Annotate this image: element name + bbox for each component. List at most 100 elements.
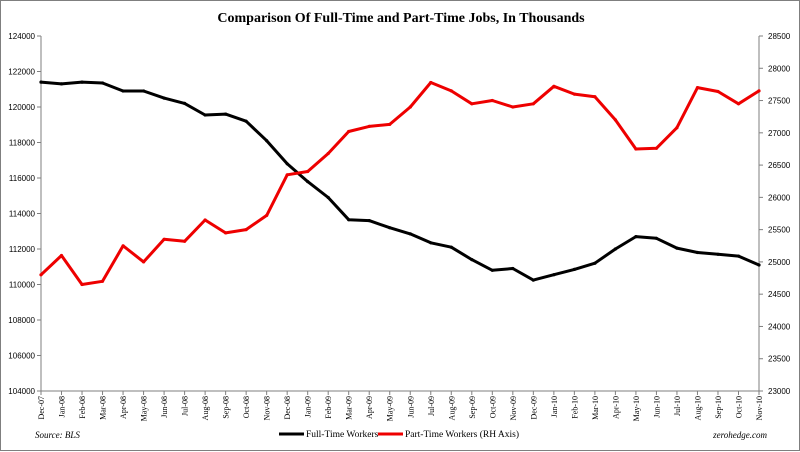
x-tick-label: Jul-10: [673, 396, 682, 416]
y-left-tick-label: 108000: [8, 316, 35, 325]
x-tick-label: Jun-10: [652, 396, 661, 418]
x-tick-label: Mar-08: [99, 396, 108, 420]
x-tick-label: May-10: [632, 396, 641, 421]
source-note: Source: BLS: [35, 430, 80, 440]
y-left-tick-label: 104000: [8, 387, 35, 396]
data-point-part-time: [162, 237, 166, 241]
x-tick-label: May-09: [386, 396, 395, 421]
data-point-part-time: [347, 129, 351, 134]
watermark: zerohedge.com: [712, 430, 767, 440]
data-point-part-time: [408, 105, 412, 109]
x-tick-label: Feb-10: [570, 396, 579, 419]
data-point-full-time: [552, 273, 556, 277]
x-tick-label: Oct-10: [734, 396, 743, 418]
x-tick-label: Jun-09: [406, 396, 415, 418]
x-tick-label: Feb-09: [324, 396, 333, 419]
data-point-full-time: [326, 195, 330, 200]
y-right-tick-label: 25500: [768, 226, 791, 235]
series-line-part-time: [39, 81, 761, 286]
y-right-tick-label: 23000: [768, 387, 791, 396]
x-tick-label: Oct-09: [488, 396, 497, 418]
data-point-part-time: [265, 213, 269, 217]
data-point-full-time: [183, 101, 187, 105]
data-point-part-time: [572, 92, 577, 96]
x-tick-label: Mar-09: [345, 396, 354, 420]
x-tick-label: Jun-08: [160, 396, 169, 418]
data-point-full-time: [100, 81, 105, 85]
x-tick-label: Aug-08: [201, 396, 210, 420]
data-point-part-time: [224, 231, 228, 235]
x-tick-label: Dec-07: [37, 396, 46, 420]
data-point-full-time: [244, 119, 248, 123]
data-point-full-time: [347, 218, 351, 222]
y-left-tick-label: 122000: [8, 68, 35, 77]
x-tick-label: Oct-08: [242, 396, 251, 418]
data-point-full-time: [593, 261, 597, 265]
y-right-tick-label: 25000: [768, 258, 791, 267]
x-tick-label: Dec-08: [283, 396, 292, 420]
x-tick-label: Nov-08: [263, 396, 272, 420]
y-left-tick-label: 106000: [8, 352, 35, 361]
x-tick-label: Apr-08: [119, 396, 128, 419]
data-point-full-time: [736, 254, 741, 258]
data-point-part-time: [470, 102, 474, 106]
data-point-part-time: [613, 118, 618, 122]
y-right-tick-label: 26500: [768, 161, 791, 170]
y-left-tick-label: 114000: [9, 210, 36, 219]
x-tick-label: Dec-09: [529, 396, 538, 420]
x-tick-label: Mar-10: [591, 396, 600, 420]
data-point-part-time: [695, 86, 700, 90]
legend: Full-Time Workers Part-Time Workers (RH …: [279, 429, 519, 440]
data-point-full-time: [265, 139, 269, 143]
x-tick-label: Nov-09: [509, 396, 518, 420]
x-tick-label: Jan-09: [304, 396, 313, 417]
data-point-part-time: [552, 84, 556, 88]
data-point-part-time: [121, 244, 125, 248]
data-point-part-time: [244, 228, 248, 232]
data-point-full-time: [449, 245, 453, 249]
y-right-ticks: 23000 23500 24000 24500 25000 25500 26000 26500…: [759, 32, 791, 396]
data-point-part-time: [654, 146, 659, 150]
data-point-part-time: [511, 105, 515, 109]
data-point-full-time: [716, 252, 720, 256]
data-point-full-time: [757, 263, 761, 267]
data-point-full-time: [306, 180, 310, 184]
series-layer: [39, 80, 761, 287]
x-tick-label: Jan-08: [58, 396, 67, 417]
y-right-tick-label: 24000: [768, 322, 791, 331]
x-tick-label: Aug-09: [447, 396, 456, 420]
data-point-full-time: [80, 80, 84, 84]
y-right-tick-label: 27000: [768, 129, 791, 138]
data-point-full-time: [39, 80, 43, 84]
data-point-full-time: [490, 268, 494, 272]
data-point-full-time: [162, 96, 166, 100]
y-right-tick-label: 28000: [768, 64, 791, 73]
data-point-part-time: [183, 239, 187, 243]
data-point-full-time: [654, 236, 659, 240]
data-point-part-time: [142, 260, 146, 264]
x-ticks: Dec-07 Jan-08 Feb-08 Mar-08 Apr-08 May-08 Jun-…: [37, 391, 764, 421]
data-point-part-time: [203, 218, 207, 222]
x-tick-label: Nov-10: [755, 396, 764, 420]
data-point-full-time: [203, 113, 207, 117]
x-tick-label: May-08: [140, 396, 149, 421]
y-left-tick-label: 110000: [9, 281, 36, 290]
x-tick-label: Apr-10: [611, 396, 620, 419]
data-point-part-time: [490, 98, 494, 103]
data-point-full-time: [675, 246, 679, 250]
legend-label-part-time: Part-Time Workers (RH Axis): [405, 429, 519, 440]
y-left-tick-label: 118000: [9, 139, 36, 148]
data-point-full-time: [634, 235, 638, 239]
x-tick-label: Jul-09: [427, 396, 436, 416]
data-point-part-time: [285, 173, 289, 177]
data-point-part-time: [326, 151, 330, 156]
x-tick-label: Sep-08: [222, 396, 231, 419]
data-point-full-time: [59, 82, 64, 86]
y-left-tick-label: 120000: [8, 103, 35, 112]
data-point-full-time: [572, 267, 577, 271]
x-tick-label: Apr-09: [365, 396, 374, 419]
x-tick-label: Jan-10: [550, 396, 559, 417]
data-point-part-time: [736, 102, 741, 106]
